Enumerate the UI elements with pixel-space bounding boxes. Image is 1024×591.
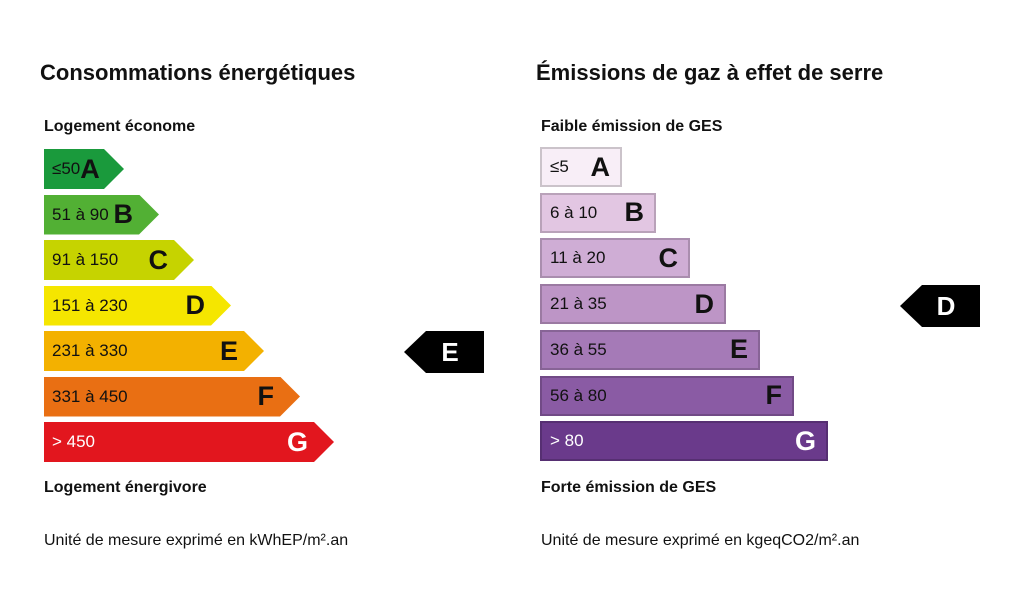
- ges-class-bar-f: 56 à 80 F: [540, 375, 794, 416]
- dpe-class-letter: B: [113, 199, 133, 229]
- dpe-class-bar-e: 231 à 330 E: [44, 331, 264, 371]
- ges-class-letter: E: [729, 334, 748, 365]
- ges-class-bar-e: 36 à 55 E: [540, 329, 760, 370]
- dpe-class-letter: A: [80, 153, 100, 184]
- energy-consumption-panel: Consommations énergétiques Logement écon…: [0, 0, 512, 591]
- inefficient-label: Logement énergivore: [44, 479, 207, 496]
- dpe-class-range: 231 à 330: [52, 341, 128, 360]
- dpe-class-letter: F: [257, 381, 274, 411]
- dpe-class-bar-g: > 450 G: [44, 422, 334, 462]
- energy-consumption-title: Consommations énergétiques: [40, 60, 356, 85]
- ges-class-bar-d: 21 à 35 D: [540, 284, 726, 325]
- ges-class-range: > 80: [550, 431, 584, 451]
- dpe-class-bar-f: 331 à 450 F: [44, 377, 300, 417]
- ges-class-range: 6 à 10: [550, 202, 598, 222]
- dpe-class-letter: G: [286, 426, 308, 457]
- ges-class-letter: F: [765, 380, 783, 410]
- dpe-class-bar-c: 91 à 150 C: [44, 240, 194, 280]
- dpe-class-range: 151 à 230: [52, 295, 128, 315]
- ges-class-range: 36 à 55: [550, 339, 607, 359]
- energy-class-scale: ≤50 A 51 à 90 B 91 à 150 C 151 à 230 D 231 à 330…: [0, 0, 512, 591]
- ges-class-letter: C: [658, 242, 679, 273]
- dpe-class-range: 51 à 90: [52, 204, 109, 224]
- ges-class-letter: D: [694, 288, 715, 319]
- dpe-class-bar-b: 51 à 90 B: [44, 195, 159, 235]
- dpe-class-bar-a: ≤50 A: [44, 149, 124, 189]
- ghg-unit-note: Unité de mesure exprimé en kgeqCO2/m².an: [541, 532, 860, 549]
- ges-class-range: 56 à 80: [550, 385, 607, 405]
- ghg-emissions-panel: Émissions de gaz à effet de serre Faible…: [512, 0, 1024, 591]
- dpe-class-letter: C: [148, 244, 168, 275]
- high-emission-label: Forte émission de GES: [541, 479, 717, 496]
- ges-class-range: 11 à 20: [550, 248, 606, 268]
- dpe-class-range: 331 à 450: [52, 386, 128, 406]
- ges-class-bar-b: 6 à 10 B: [540, 192, 656, 233]
- dpe-class-letter: E: [219, 335, 238, 366]
- ges-class-letter: G: [794, 425, 816, 456]
- dpe-class-letter: D: [185, 290, 205, 320]
- efficient-label: Logement économe: [44, 118, 196, 135]
- ges-class-letter: B: [624, 197, 645, 228]
- ghg-emissions-title: Émissions de gaz à effet de serre: [536, 60, 884, 85]
- ges-class-bar-a: ≤5 A: [540, 147, 622, 187]
- ghg-class-scale: ≤5 A 6 à 10 B 11 à 20 C 21 à 35 D 36 à 55 E 56 à 8…: [512, 0, 1024, 591]
- dpe-class-range: ≤50: [52, 159, 81, 178]
- ges-class-range: ≤5: [550, 157, 569, 176]
- dpe-class-range: > 450: [52, 432, 96, 451]
- ges-class-bar-g: > 80 G: [540, 421, 828, 462]
- energy-unit-note: Unité de mesure exprimé en kWhEP/m².an: [44, 532, 349, 549]
- ges-class-range: 21 à 35: [550, 294, 607, 314]
- low-emission-label: Faible émission de GES: [541, 118, 723, 135]
- dpe-class-range: 91 à 150: [52, 250, 119, 269]
- ges-class-letter: A: [590, 151, 611, 182]
- dpe-class-bar-d: 151 à 230 D: [44, 286, 231, 326]
- ges-class-bar-c: 11 à 20 C: [540, 238, 690, 279]
